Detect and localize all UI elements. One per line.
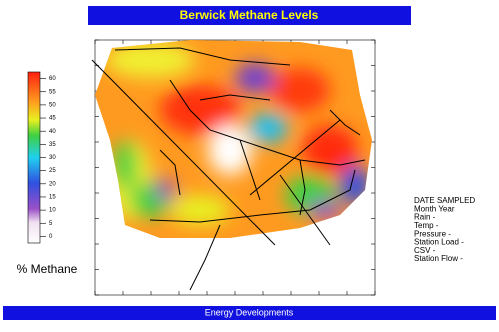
legend-label: % Methane — [17, 262, 78, 276]
colorbar-tick-label: 55 — [49, 89, 56, 95]
info-line: Rain - — [414, 213, 436, 222]
colorbar-tick-label: 45 — [49, 116, 56, 122]
footer-text: Energy Developments — [205, 307, 294, 317]
colorbar-tick-label: 60 — [49, 76, 56, 82]
colorbar-tick-label: 50 — [49, 102, 56, 108]
colorbar-tick-label: 10 — [49, 208, 56, 214]
colorbar — [27, 71, 41, 244]
colorbar-tick-label: 40 — [49, 129, 56, 135]
pipelines — [91, 47, 366, 291]
colorbar-tick-label: 25 — [49, 168, 56, 174]
colorbar-tick-label: 5 — [49, 221, 53, 227]
header-title: Berwick Methane Levels — [180, 8, 319, 22]
colorbar-tick-label: 20 — [49, 181, 56, 187]
info-line: Station Flow - — [414, 254, 463, 263]
info-line: Month Year — [414, 204, 455, 213]
info-line: CSV - — [414, 246, 436, 255]
colorbar-tick-label: 30 — [49, 155, 56, 161]
colorbar-tick-label: 35 — [49, 142, 56, 148]
colorbar-ticks: 0 5 10 15 20 25 30 35 40 45 50 55 60 — [40, 76, 56, 240]
info-line: DATE SAMPLED — [414, 196, 475, 205]
info-line: Station Load - — [414, 238, 464, 247]
footer-bar — [3, 306, 496, 320]
info-line: Temp - — [414, 221, 439, 230]
heatmap — [95, 40, 372, 238]
colorbar-tick-label: 15 — [49, 195, 56, 201]
header-bar — [88, 6, 411, 25]
info-line: Pressure - — [414, 229, 451, 238]
colorbar-tick-label: 0 — [49, 234, 53, 240]
